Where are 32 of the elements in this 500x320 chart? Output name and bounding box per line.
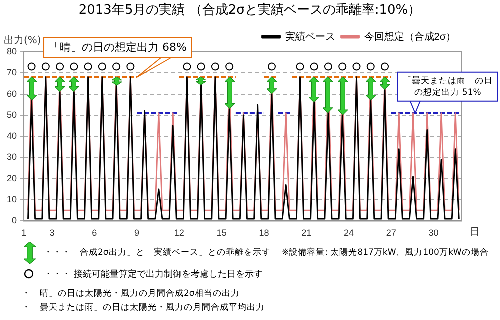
y-tick-label: 80 xyxy=(6,46,18,56)
annotation: 「曇天または雨」の日の想定出力 51% xyxy=(403,75,493,98)
text: ※設備容量: 太陽光817万kW、風力100万kWの場合 xyxy=(282,247,489,259)
x-tick-label: 24 xyxy=(344,228,354,238)
text: ・・・「合成2σ出力」と「実績ベース」との乖離を示す xyxy=(44,247,271,259)
y-tick-label: 70 xyxy=(6,68,18,78)
y-tick-label: 50 xyxy=(6,110,18,120)
text: ・・・ 接続可能量算定で出力制御を考慮した日を示す xyxy=(44,268,263,281)
x-tick-label: 21 xyxy=(302,228,312,238)
legend-label: 実績ベース xyxy=(285,30,336,43)
x-tick-label: 3 xyxy=(50,228,55,238)
legend-label: 今回想定（合成2σ） xyxy=(364,30,456,43)
y-tick-label: 60 xyxy=(6,88,18,99)
x-tick-label: 9 xyxy=(134,228,140,238)
annotation: 「晴」の日の想定出力 68% xyxy=(49,40,187,54)
x-axis-title: 日 xyxy=(470,226,480,238)
text: ・「晴」の日は太陽光・風力の月間合成2σ相当の出力 xyxy=(22,288,240,300)
text: ・「曇天または雨」の日は太陽光・風力の月間合成平均出力 xyxy=(22,302,265,314)
x-tick-label: 1 xyxy=(22,228,27,238)
y-tick-label: 20 xyxy=(6,173,18,184)
x-tick-label: 6 xyxy=(92,228,98,238)
y-tick-label: 30 xyxy=(6,152,18,162)
y-tick-label: 40 xyxy=(6,131,18,142)
x-tick-label: 27 xyxy=(386,228,396,238)
y-axis-title: 出力(%) xyxy=(4,34,42,47)
x-tick-label: 15 xyxy=(216,228,227,238)
y-tick-label: 0 xyxy=(12,216,18,226)
x-tick-label: 30 xyxy=(428,228,439,238)
x-tick-label: 18 xyxy=(259,228,270,238)
chart-title: 2013年5月の実績 （合成2σと実績ベースの乖離率:10%） xyxy=(78,2,422,20)
y-tick-label: 10 xyxy=(6,194,18,205)
x-tick-label: 12 xyxy=(174,228,184,238)
